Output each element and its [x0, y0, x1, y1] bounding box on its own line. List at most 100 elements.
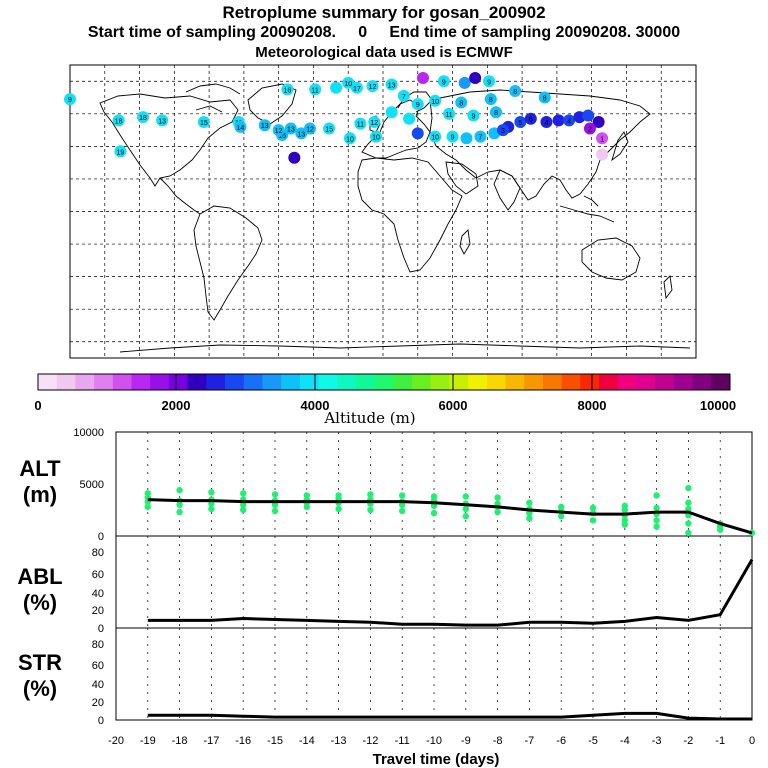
plume-day-label: 10	[346, 136, 354, 143]
colorbar-swatch	[337, 374, 357, 390]
plume-marker	[366, 80, 379, 93]
str-line	[147, 711, 752, 721]
colorbar-xlabel: Altitude (m)	[323, 409, 415, 427]
colorbar-swatch	[131, 374, 151, 390]
plume-day-label: 14	[237, 125, 245, 132]
plume-day-label: 8	[543, 96, 547, 103]
plume-marker	[288, 151, 301, 164]
plume-day-label: 15	[325, 126, 333, 133]
colorbar-swatch	[636, 374, 656, 390]
plume-marker	[411, 127, 424, 140]
plume-point: 13	[385, 78, 398, 91]
plume-marker	[474, 130, 487, 143]
arabia-outline	[445, 161, 479, 195]
plume-day-label: 5	[518, 120, 522, 127]
colorbar-tick: 4000	[301, 398, 330, 413]
alt-sample-point	[558, 513, 565, 520]
plume-day-label: 13	[297, 131, 305, 138]
plume-point: 7	[397, 89, 410, 102]
plume-point	[416, 72, 429, 85]
plume-point	[592, 115, 605, 128]
str-ytick: 80	[92, 639, 104, 651]
colorbar-tick: 10000	[700, 398, 736, 413]
plume-day-label: 12	[275, 128, 283, 135]
x-tick-label: -20	[108, 735, 124, 747]
plume-marker	[385, 106, 398, 119]
colorbar-swatch	[75, 374, 95, 390]
colorbar-swatch	[187, 374, 207, 390]
alt-sample-point	[208, 505, 215, 513]
plume-marker	[114, 145, 127, 158]
x-tick-label: -11	[395, 735, 410, 747]
plume-marker	[385, 78, 398, 91]
alt-ytick: 10000	[73, 427, 104, 439]
abl-ytick: 0	[98, 623, 104, 635]
plume-point	[460, 132, 473, 145]
colorbar-swatch	[281, 374, 301, 390]
plume-point: 12	[272, 124, 285, 137]
colorbar-swatch	[56, 374, 76, 390]
plume-point: 10	[343, 132, 356, 145]
plume-point	[403, 112, 416, 125]
str-ytick: 40	[92, 679, 104, 691]
plume-day-label: 13	[158, 118, 166, 125]
plume-marker	[368, 115, 381, 128]
colorbar-swatch	[673, 374, 693, 390]
plume-day-label: 10	[372, 135, 380, 142]
plume-marker	[484, 93, 497, 106]
colorbar-swatch	[150, 374, 170, 390]
plume-marker	[370, 130, 383, 143]
plume-point: 13	[295, 127, 308, 140]
plume-day-label: 10	[344, 81, 352, 88]
alt-sample-point	[653, 517, 660, 524]
colorbar-swatch	[206, 374, 226, 390]
abl-panel-label: ABL	[17, 564, 62, 589]
plume-marker	[490, 106, 503, 119]
colorbar-swatch	[599, 374, 619, 390]
plume-day-label: 9	[416, 102, 420, 109]
str-ytick: 20	[92, 697, 104, 709]
alt-ytick: 5000	[80, 479, 104, 491]
alt-sample-point	[653, 523, 660, 530]
alt-sample-point	[176, 487, 183, 494]
plume-marker	[411, 98, 424, 111]
alt-sample-point	[494, 508, 501, 516]
plume-day-label: 15	[278, 133, 286, 140]
abl-ytick: 20	[92, 605, 104, 617]
colorbar-swatch	[112, 374, 132, 390]
plume-point: 13	[258, 119, 271, 132]
plume-day-label: 19	[117, 149, 125, 156]
plume-point: 14	[234, 120, 247, 133]
alt-sample-point	[685, 505, 692, 513]
plume-marker	[524, 112, 537, 125]
plume-marker	[592, 115, 605, 128]
south-america-outline	[193, 205, 263, 321]
colorbar-swatch	[524, 374, 544, 390]
alt-sample-point	[271, 491, 279, 498]
plume-point: 12	[366, 80, 379, 93]
plume-day-label: 11	[357, 122, 364, 129]
madagascar-outline	[459, 229, 471, 255]
x-tick-label: -16	[235, 735, 251, 747]
plume-point: 11	[354, 117, 367, 130]
plume-point: 11	[443, 107, 456, 120]
plume-marker	[483, 75, 496, 88]
plume-point: 9	[411, 98, 424, 111]
plume-marker	[284, 122, 297, 135]
plume-point	[596, 148, 609, 161]
plume-day-label: 13	[388, 83, 396, 90]
x-tick-label: -4	[620, 735, 630, 747]
plume-marker	[112, 114, 125, 127]
plume-point: 19	[114, 145, 127, 158]
colorbar-swatch	[692, 374, 712, 390]
x-tick-label: -17	[203, 735, 219, 747]
plume-point: 18	[112, 114, 125, 127]
colorbar-swatch	[655, 374, 675, 390]
colorbar-swatch	[318, 374, 338, 390]
alt-sample-point	[494, 494, 501, 501]
africa-outline	[357, 157, 463, 273]
plume-point: 2	[583, 122, 596, 135]
plume-day-label: 8	[489, 97, 493, 104]
plume-point: 5	[514, 115, 527, 128]
alt-ytick: 0	[98, 531, 104, 543]
